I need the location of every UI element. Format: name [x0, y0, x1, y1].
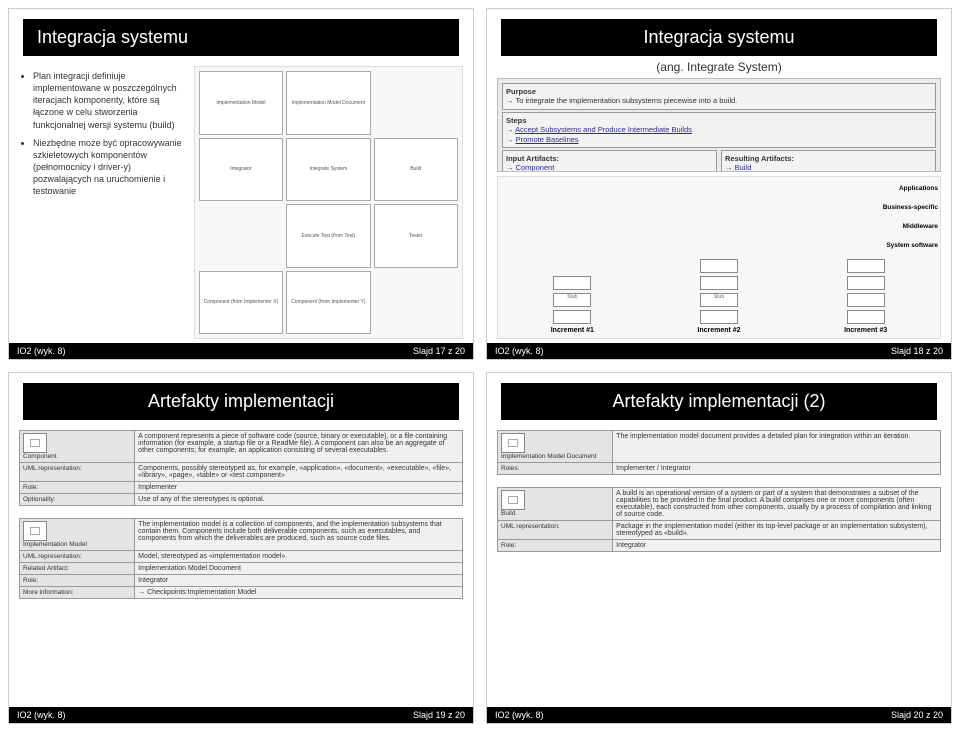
role-link[interactable]: Integrator [138, 577, 168, 584]
increment-col: Stub Increment #2 [649, 259, 790, 334]
slide-subtitle: (ang. Integrate System) [487, 60, 951, 74]
slide-19: Artefakty implementacji Component A comp… [8, 372, 474, 724]
resulting-artifacts-label: Resulting Artifacts: [725, 154, 794, 163]
slide-footer: IO2 (wyk. 8) Slajd 20 z 20 [487, 707, 951, 723]
footer-right: Slajd 18 z 20 [891, 346, 943, 356]
increment-col: Increment #3 [795, 259, 936, 334]
slide-footer: IO2 (wyk. 8) Slajd 18 z 20 [487, 343, 951, 359]
slide-grid: Integracja systemu Plan integracji defin… [0, 0, 960, 732]
footer-left: IO2 (wyk. 8) [17, 710, 66, 720]
build-icon [501, 490, 525, 510]
diag-node: Implementation Model [199, 71, 283, 135]
diag-node: Component (from Implementer Y) [286, 271, 370, 335]
diag-node: Tester [374, 204, 458, 268]
role-link[interactable]: Implementer [138, 484, 177, 491]
role-link[interactable]: Integrator [616, 542, 646, 549]
roles-link[interactable]: Implementer / Integrator [616, 465, 691, 472]
footer-left: IO2 (wyk. 8) [495, 710, 544, 720]
slide-title: Integracja systemu [23, 19, 459, 56]
related-link[interactable]: Implementation Model Document [138, 565, 241, 572]
resulting-artifact[interactable]: Build [735, 163, 752, 172]
slide-body: Plan integracji definiuje implementowane… [9, 62, 473, 343]
footer-left: IO2 (wyk. 8) [495, 346, 544, 356]
bullet-text: Plan integracji definiuje implementowane… [33, 71, 177, 130]
purpose-text: To integrate the implementation subsyste… [515, 96, 737, 105]
bullet-list: Plan integracji definiuje implementowane… [19, 66, 188, 339]
diag-node: Integrator [199, 138, 283, 202]
input-artifact[interactable]: Component [516, 163, 555, 172]
diag-node: Component (from Implementer X) [199, 271, 283, 335]
slide-18: Integracja systemu (ang. Integrate Syste… [486, 8, 952, 360]
steps-label: Steps [506, 116, 526, 125]
footer-right: Slajd 17 z 20 [413, 346, 465, 356]
slide-20: Artefakty implementacji (2) Implementati… [486, 372, 952, 724]
slide-footer: IO2 (wyk. 8) Slajd 19 z 20 [9, 707, 473, 723]
document-icon [501, 433, 525, 453]
activity-panel: Purpose → To integrate the implementatio… [497, 78, 941, 172]
slide-17: Integracja systemu Plan integracji defin… [8, 8, 474, 360]
diag-node: Execute Test (from Test) [286, 204, 370, 268]
model-icon [23, 521, 47, 541]
footer-left: IO2 (wyk. 8) [17, 346, 66, 356]
slide-title: Integracja systemu [501, 19, 937, 56]
diag-node: Build [374, 138, 458, 202]
step-link[interactable]: Accept Subsystems and Produce Intermedia… [515, 125, 692, 134]
increment-diagram: Applications Business-specific Middlewar… [497, 176, 941, 339]
slide-footer: IO2 (wyk. 8) Slajd 17 z 20 [9, 343, 473, 359]
increment-col: Stub Increment #1 [502, 276, 643, 334]
slide-title: Artefakty implementacji [23, 383, 459, 420]
step-link[interactable]: Promote Baselines [516, 135, 579, 144]
footer-right: Slajd 20 z 20 [891, 710, 943, 720]
footer-right: Slajd 19 z 20 [413, 710, 465, 720]
bullet-text: Niezbędne może być opracowywanie szkiele… [33, 138, 182, 197]
input-artifacts-label: Input Artifacts: [506, 154, 559, 163]
purpose-label: Purpose [506, 87, 536, 96]
build-artifact-table: Build A build is an operational version … [497, 487, 941, 552]
diag-node: Implementation Model Document [286, 71, 370, 135]
diag-node: Integrate System [286, 138, 370, 202]
component-artifact-table: Component A component represents a piece… [19, 430, 463, 506]
impl-model-artifact-table: Implementation Model The implementation … [19, 518, 463, 599]
component-icon [23, 433, 47, 453]
workflow-diagram: Implementation Model Implementation Mode… [194, 66, 463, 339]
impl-model-doc-table: Implementation Model Document The implem… [497, 430, 941, 475]
more-link[interactable]: Checkpoints:Implementation Model [147, 589, 256, 596]
slide-title: Artefakty implementacji (2) [501, 383, 937, 420]
